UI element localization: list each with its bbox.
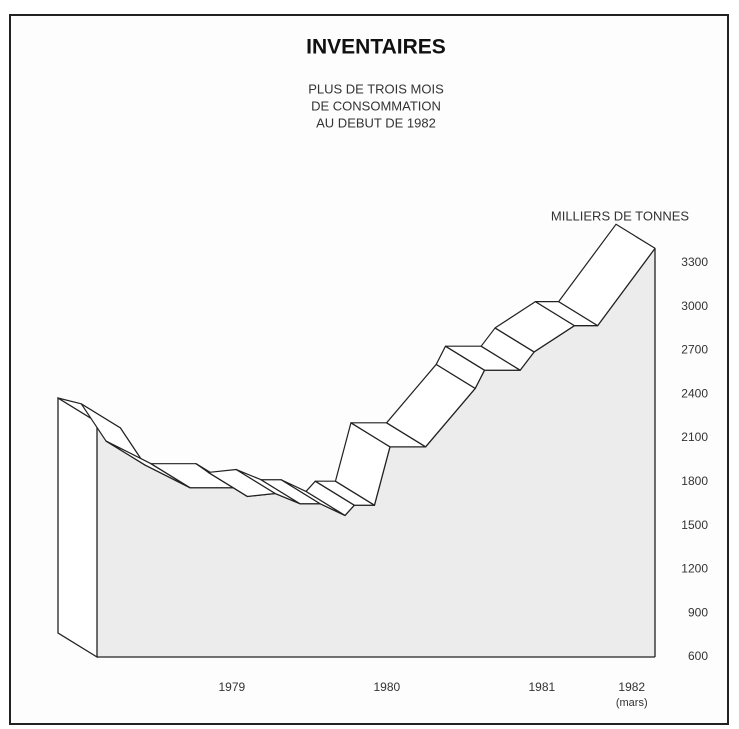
y-tick-label: 1200 [681,562,708,576]
y-tick-label: 1500 [681,518,708,532]
y-tick-label: 2100 [681,430,708,444]
y-tick-label: 3300 [681,255,708,269]
axis-label: MILLIERS DE TONNES [551,208,690,223]
area [97,248,655,657]
y-tick-label: 3000 [681,299,708,313]
subtitle: AU DEBUT DE 1982 [316,115,436,130]
subtitle: DE CONSOMMATION [311,98,441,113]
y-tick-label: 2400 [681,386,708,400]
x-tick-label: 1982 [618,680,645,694]
x-note: (mars) [616,697,648,709]
y-tick-label: 600 [688,649,708,663]
end-face [57,396,98,659]
subtitle: PLUS DE TROIS MOIS [308,81,444,96]
y-tick-label: 900 [688,605,708,619]
y-tick-label: 2700 [681,343,708,357]
x-tick-label: 1979 [218,680,245,694]
y-tick-label: 1800 [681,474,708,488]
chart-title: INVENTAIRES [306,36,446,59]
ribbon-face [558,223,656,327]
x-tick-label: 1981 [528,680,555,694]
x-tick-label: 1980 [373,680,400,694]
